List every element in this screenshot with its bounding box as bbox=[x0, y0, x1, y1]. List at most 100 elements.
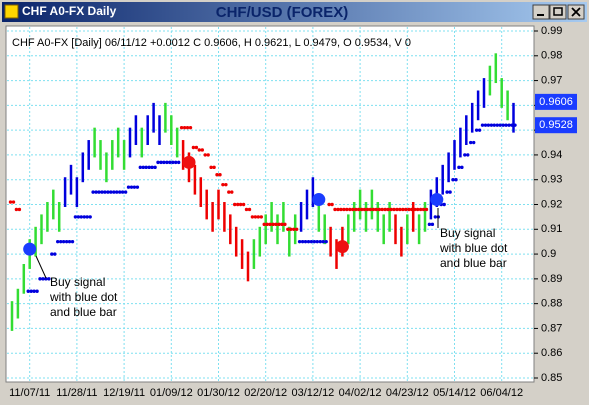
stop-dot bbox=[466, 153, 470, 157]
minimize-button[interactable] bbox=[532, 4, 550, 20]
stop-dot bbox=[386, 207, 390, 212]
stop-dot bbox=[94, 190, 98, 194]
stop-dot bbox=[504, 123, 508, 127]
stop-dot bbox=[377, 207, 381, 212]
stop-dot bbox=[356, 207, 361, 212]
stop-dot bbox=[324, 239, 328, 244]
stop-dot bbox=[61, 239, 66, 244]
stop-dot bbox=[413, 207, 417, 212]
stop-dot bbox=[259, 215, 263, 219]
stop-dot bbox=[312, 239, 317, 244]
stop-dot bbox=[492, 123, 496, 127]
last-value-label: 0.9528 bbox=[539, 119, 573, 131]
last-value-box bbox=[535, 117, 577, 134]
stop-dot bbox=[244, 207, 249, 212]
stop-dot bbox=[53, 252, 57, 256]
stop-dot bbox=[174, 160, 178, 165]
stop-dot bbox=[159, 160, 163, 165]
x-tick-label: 03/12/12 bbox=[291, 387, 334, 399]
arrow bbox=[35, 255, 47, 279]
stop-dot bbox=[50, 252, 54, 256]
stop-dot bbox=[59, 239, 63, 244]
stop-dot bbox=[241, 202, 246, 207]
stop-dot bbox=[345, 207, 349, 212]
stop-dot bbox=[289, 227, 293, 231]
stop-dot bbox=[339, 207, 343, 212]
close-icon bbox=[571, 7, 581, 17]
annotation-text: and blue bar bbox=[440, 256, 507, 270]
title-bar bbox=[2, 2, 587, 22]
annotation-text: and blue bar bbox=[50, 305, 117, 319]
stop-dot bbox=[238, 202, 243, 207]
stop-dot bbox=[135, 185, 140, 189]
stop-dot bbox=[395, 207, 399, 212]
stop-dot bbox=[286, 227, 290, 231]
stop-dot bbox=[469, 140, 473, 145]
marks bbox=[8, 53, 517, 331]
maximize-button[interactable] bbox=[549, 4, 567, 20]
x-tick-label: 11/28/11 bbox=[56, 387, 97, 399]
stop-dot bbox=[67, 239, 72, 244]
stop-dot bbox=[221, 182, 225, 187]
stop-dot bbox=[297, 239, 302, 244]
stop-dot bbox=[109, 190, 113, 194]
y-tick-label: 0.88 bbox=[541, 298, 562, 310]
y-tick-label: 0.92 bbox=[541, 198, 562, 210]
stop-dot bbox=[401, 207, 405, 212]
stop-dot bbox=[359, 207, 364, 212]
stop-dot bbox=[144, 165, 148, 170]
stop-dot bbox=[415, 207, 420, 212]
stop-dot bbox=[177, 160, 181, 165]
stop-dot bbox=[460, 165, 464, 170]
stop-dot bbox=[368, 207, 373, 212]
stop-dot bbox=[206, 153, 210, 157]
stop-dot bbox=[354, 207, 358, 212]
stop-dot bbox=[82, 215, 87, 219]
annotation-text: with blue dot bbox=[49, 290, 118, 304]
stop-dot bbox=[129, 185, 134, 189]
stop-dot bbox=[11, 200, 16, 204]
last-value-box bbox=[535, 93, 577, 110]
stop-dot bbox=[303, 239, 308, 244]
stop-dot bbox=[427, 222, 432, 227]
stop-dot bbox=[486, 123, 491, 127]
stop-dot bbox=[513, 123, 517, 127]
stop-dot bbox=[271, 222, 275, 227]
stop-dot bbox=[374, 207, 378, 212]
stop-dot bbox=[17, 207, 22, 212]
stop-dot bbox=[448, 190, 452, 194]
stop-dot bbox=[383, 207, 387, 212]
stop-dot bbox=[365, 207, 370, 212]
y-tick-label: 0.93 bbox=[541, 174, 562, 186]
x-tick-label: 02/20/12 bbox=[244, 387, 287, 399]
signal-dot bbox=[430, 193, 444, 207]
stop-dot bbox=[215, 173, 219, 177]
y-tick-label: 0.89 bbox=[541, 273, 562, 285]
stop-dot bbox=[380, 207, 384, 212]
stop-dot bbox=[410, 207, 414, 212]
x-tick-label: 05/14/12 bbox=[433, 387, 476, 399]
stop-dot bbox=[389, 207, 393, 212]
stop-dot bbox=[14, 207, 19, 212]
stop-dot bbox=[56, 239, 60, 244]
quote-header: CHF A0-FX [Daily] 06/11/12 +0.0012 C 0.9… bbox=[12, 37, 411, 49]
stop-dot bbox=[132, 185, 137, 189]
stop-dot bbox=[141, 165, 145, 170]
stop-dot bbox=[489, 123, 494, 127]
window-buttons[interactable] bbox=[532, 4, 585, 20]
stop-dot bbox=[421, 207, 426, 212]
stop-dot bbox=[212, 165, 216, 170]
annotation-text: with blue dot bbox=[439, 241, 508, 255]
stop-dot bbox=[8, 200, 13, 204]
y-tick-label: 0.98 bbox=[541, 50, 562, 62]
stop-dot bbox=[321, 239, 325, 244]
stop-dot bbox=[120, 190, 125, 194]
stop-dot bbox=[118, 190, 122, 194]
stop-dot bbox=[112, 190, 116, 194]
stop-dot bbox=[233, 202, 237, 207]
stop-dot bbox=[336, 207, 340, 212]
stop-dot bbox=[91, 190, 95, 194]
stop-dot bbox=[230, 190, 234, 194]
